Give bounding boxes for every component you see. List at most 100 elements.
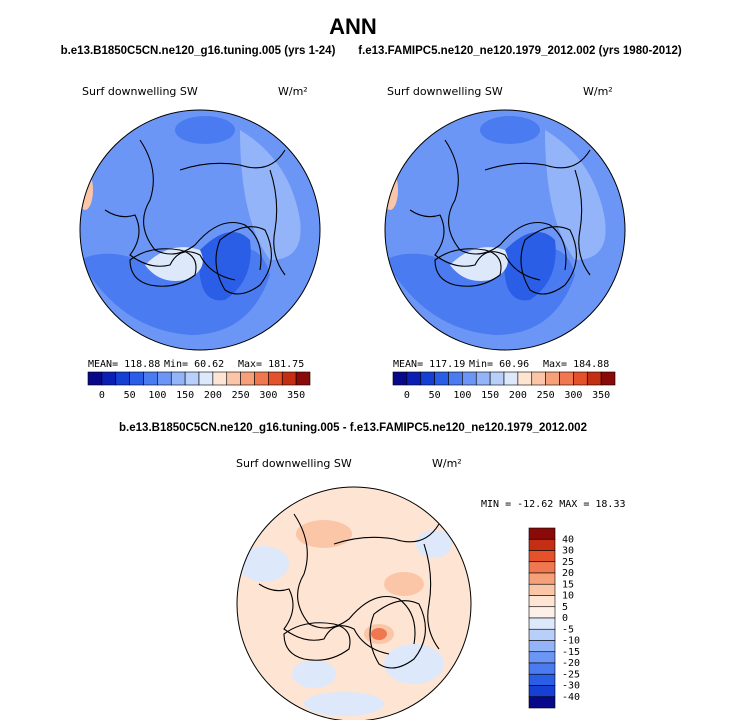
colorbar-label: 100 — [148, 390, 166, 401]
colorbar-box — [475, 371, 491, 386]
field-region — [384, 644, 444, 684]
colorbar-box — [586, 371, 602, 386]
coastline — [423, 543, 440, 650]
colorbar-box — [559, 371, 574, 386]
colorbar-box — [462, 371, 477, 386]
colorbar-box — [528, 572, 556, 585]
field-region — [416, 530, 452, 558]
colorbar-label: 250 — [537, 390, 555, 401]
field-region — [292, 660, 336, 688]
colorbar-box — [528, 662, 556, 675]
colorbar-box — [406, 371, 422, 386]
units-label: W/m² — [278, 85, 308, 98]
colorbar-box — [157, 371, 172, 386]
coastline — [269, 169, 286, 276]
colorbar-box — [281, 371, 297, 386]
field-region — [304, 692, 384, 716]
colorbar-box — [573, 371, 588, 386]
variable-label: Surf downwelling SW — [82, 85, 198, 98]
field-region — [504, 232, 556, 301]
colorbar-label: -25 — [562, 669, 580, 680]
colorbar-label: 25 — [562, 557, 574, 568]
colorbar-box — [517, 371, 533, 386]
field-region — [296, 520, 352, 548]
colorbar-label: 0 — [562, 613, 568, 624]
stat-label: Max= 181.75 — [238, 359, 304, 370]
colorbar-box — [212, 371, 228, 386]
colorbar-label: 300 — [564, 390, 582, 401]
polar-map — [80, 110, 320, 350]
colorbar-box — [528, 617, 556, 630]
colorbar-label: 10 — [562, 591, 574, 602]
field-region — [371, 628, 387, 640]
colorbar-box — [129, 371, 144, 386]
polar-map — [385, 110, 625, 350]
coastline — [283, 622, 351, 661]
colorbar-label: 100 — [453, 390, 471, 401]
case-title: b.e13.B1850C5CN.ne120_g16.tuning.005 (yr… — [61, 45, 336, 57]
colorbar-box — [528, 527, 556, 540]
colorbar-box — [115, 371, 130, 386]
colorbar-box — [528, 538, 556, 551]
coastline — [574, 169, 591, 276]
field-region — [240, 130, 301, 260]
field-region — [545, 130, 606, 260]
variable-label: Surf downwelling SW — [236, 457, 352, 470]
field-region — [384, 572, 424, 596]
colorbar-label: 0 — [99, 390, 105, 401]
colorbar-box — [240, 371, 255, 386]
units-label: W/m² — [432, 457, 462, 470]
colorbar-box — [448, 371, 463, 386]
colorbar-box — [170, 371, 186, 386]
colorbar-box — [528, 696, 556, 709]
colorbar-label: 350 — [592, 390, 610, 401]
field-region — [385, 170, 398, 210]
colorbar-box — [198, 371, 214, 386]
colorbar-label: 150 — [481, 390, 499, 401]
colorbar-label: -20 — [562, 658, 580, 669]
diff-title: b.e13.B1850C5CN.ne120_g16.tuning.005 - f… — [119, 422, 587, 434]
colorbar-box — [143, 371, 158, 386]
title: ANN — [329, 14, 377, 39]
coastline — [484, 149, 591, 171]
colorbar-label: 250 — [232, 390, 250, 401]
colorbar-label: -30 — [562, 681, 580, 692]
map-base — [237, 487, 471, 721]
colorbar-box — [420, 371, 435, 386]
colorbar-box — [528, 561, 556, 574]
case-title: f.e13.FAMIPC5.ne120_ne120.1979_2012.002 … — [358, 45, 682, 57]
colorbar-box — [101, 371, 117, 386]
colorbar-box — [545, 371, 560, 386]
colorbar-label: 200 — [509, 390, 527, 401]
colorbar-box — [268, 371, 283, 386]
stat-label: MIN = -12.62 MAX = 18.33 — [481, 499, 626, 510]
coastline — [258, 583, 390, 655]
colorbar-label: 40 — [562, 534, 574, 545]
colorbar-box — [503, 371, 519, 386]
colorbar-box — [528, 595, 556, 608]
colorbar-box — [531, 371, 546, 386]
colorbar-box — [528, 685, 556, 698]
colorbar-label: -40 — [562, 692, 580, 703]
field-region — [480, 116, 540, 144]
colorbar-box — [528, 583, 556, 596]
coastline — [215, 226, 272, 295]
units-label: W/m² — [583, 85, 613, 98]
polar-map — [237, 487, 471, 721]
colorbar-box — [600, 371, 616, 386]
colorbar-box — [528, 628, 556, 641]
stat-label: MEAN= 118.88 — [88, 359, 160, 370]
colorbar-label: 30 — [562, 546, 574, 557]
colorbar-box — [254, 371, 269, 386]
coastline — [129, 248, 197, 287]
colorbar-box — [295, 371, 311, 386]
field-region — [450, 247, 508, 281]
colorbar-box — [226, 371, 241, 386]
colorbar-label: 20 — [562, 568, 574, 579]
colorbar-label: 5 — [562, 602, 568, 613]
coastline — [369, 600, 426, 669]
colorbar-box — [528, 640, 556, 653]
colorbar-box — [434, 371, 449, 386]
colorbar-box — [184, 371, 200, 386]
